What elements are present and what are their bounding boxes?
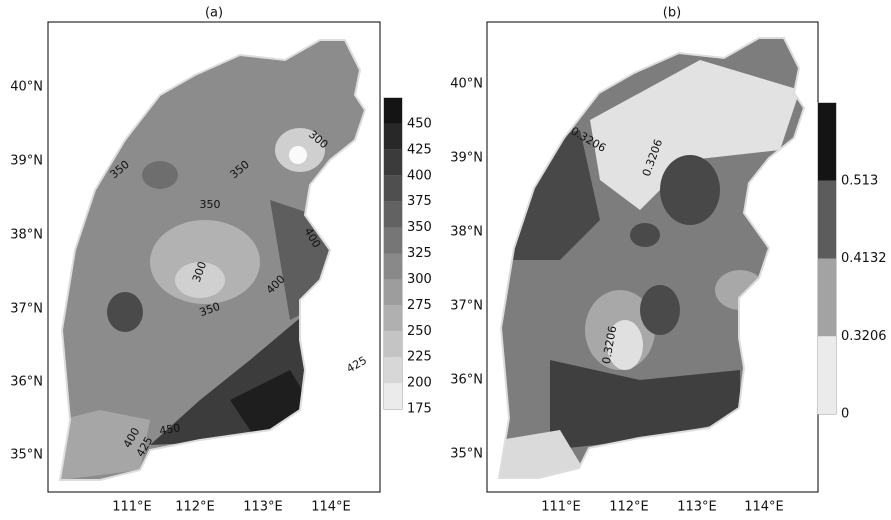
contour-label: 450 (158, 421, 181, 437)
colorbar-band (384, 279, 402, 306)
colorbar-band (384, 123, 402, 150)
y-tick-label: 38°N (450, 225, 483, 240)
panel-title: (b) (663, 6, 681, 21)
colorbar-label: 350 (407, 220, 432, 235)
colorbar-band (818, 103, 836, 181)
colorbar-band (384, 305, 402, 332)
colorbar-band (384, 357, 402, 384)
colorbar-label: 225 (407, 350, 432, 365)
colorbar-label: 0.4132 (841, 251, 887, 266)
x-tick-label: 111°E (541, 500, 581, 515)
colorbar-label: 375 (407, 194, 432, 209)
y-tick-label: 39°N (450, 151, 483, 166)
colorbar-band (384, 98, 402, 124)
colorbar-band (384, 201, 402, 228)
y-tick-label: 35°N (10, 448, 43, 463)
frame (47, 21, 381, 493)
contour-label: 425 (344, 354, 369, 376)
colorbar-label: 0.3206 (841, 329, 887, 344)
x-tick-label: 111°E (112, 500, 152, 515)
colorbar-label: 425 (407, 142, 432, 157)
colorbar-label: 450 (407, 116, 432, 131)
colorbar-band (818, 336, 836, 414)
colorbar-label: 400 (407, 168, 432, 183)
y-tick-label: 36°N (450, 373, 483, 388)
panel-title: (a) (205, 6, 223, 21)
x-tick-label: 112°E (609, 500, 649, 515)
y-tick-label: 39°N (10, 154, 43, 169)
colorbar-label: 250 (407, 324, 432, 339)
contour-map (60, 40, 365, 480)
y-tick-label: 35°N (450, 447, 483, 462)
x-tick-label: 114°E (311, 500, 351, 515)
colorbar-label: 175 (407, 402, 432, 417)
contour-map (499, 38, 804, 478)
x-tick-label: 114°E (744, 500, 784, 515)
x-tick-label: 112°E (175, 500, 215, 515)
colorbar-label: 325 (407, 246, 432, 261)
y-tick-label: 38°N (10, 228, 43, 243)
contour-label: 350 (200, 198, 221, 211)
colorbar-label: 275 (407, 298, 432, 313)
colorbar-label: 0 (841, 407, 849, 422)
colorbar-band (384, 331, 402, 358)
y-tick-label: 37°N (450, 299, 483, 314)
y-tick-label: 40°N (10, 80, 43, 95)
colorbar-band (384, 175, 402, 202)
colorbar-band (818, 180, 836, 259)
colorbar-band (384, 149, 402, 176)
colorbar-band (384, 383, 402, 409)
colorbar-band (384, 253, 402, 280)
colorbar-band (818, 258, 836, 337)
x-tick-label: 113°E (677, 500, 717, 515)
colorbar-band (384, 227, 402, 254)
y-tick-label: 37°N (10, 302, 43, 317)
y-tick-label: 40°N (450, 77, 483, 92)
x-tick-label: 113°E (243, 500, 283, 515)
colorbar-label: 200 (407, 376, 432, 391)
y-tick-label: 36°N (10, 375, 43, 390)
colorbar-label: 300 (407, 272, 432, 287)
colorbar-label: 0.513 (841, 173, 878, 188)
